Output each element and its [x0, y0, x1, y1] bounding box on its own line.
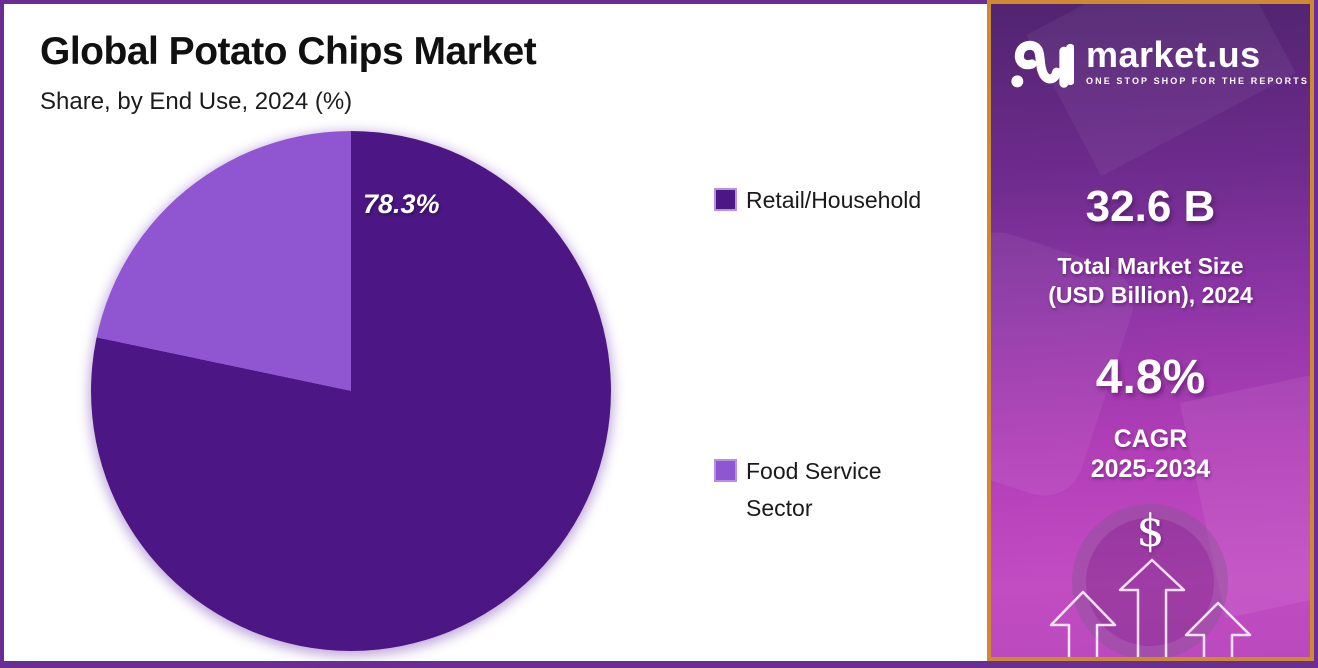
legend-swatch-food-service-sector	[714, 459, 737, 482]
market-us-logo-icon	[1011, 40, 1074, 88]
brand-text-block: market.us ONE STOP SHOP FOR THE REPORTS	[1086, 34, 1309, 87]
chart-title: Global Potato Chips Market	[40, 30, 537, 73]
brand-tagline: ONE STOP SHOP FOR THE REPORTS	[1086, 76, 1309, 86]
dollar-sign-icon: $	[1136, 506, 1165, 557]
legend-label-retail-household: Retail/Household	[746, 187, 922, 213]
total-market-size-label: Total Market Size (USD Billion), 2024	[991, 252, 1310, 310]
chart-legend: Retail/Household Food Service Sector	[714, 4, 976, 661]
total-market-size-label-line1: Total Market Size	[1057, 253, 1244, 279]
chart-panel: Global Potato Chips Market Share, by End…	[4, 4, 987, 661]
total-market-size-label-line2: (USD Billion), 2024	[1048, 282, 1253, 308]
cagr-label-line1: CAGR	[1113, 425, 1188, 453]
cagr-label: CAGR 2025-2034	[991, 424, 1310, 484]
growth-arrows-icon	[1049, 558, 1252, 657]
brand-name: market.us	[1086, 34, 1261, 75]
legend-label-food-service-sector: Food Service Sector	[746, 458, 882, 521]
total-market-size-value: 32.6 B	[1085, 182, 1216, 231]
cagr-value: 4.8%	[1095, 351, 1206, 404]
pie-chart: 78.3%	[91, 131, 611, 651]
chart-subtitle: Share, by End Use, 2024 (%)	[40, 88, 353, 115]
legend-item-food-service-sector: Food Service Sector	[714, 453, 916, 527]
cagr-label-line2: 2025-2034	[1090, 455, 1211, 483]
pie-slice-data-label: 78.3%	[363, 189, 440, 219]
brand-sidebar: market.us ONE STOP SHOP FOR THE REPORTS …	[987, 0, 1314, 661]
legend-item-retail-household: Retail/Household	[714, 182, 922, 219]
legend-swatch-retail-household	[714, 188, 737, 211]
brand-logo: market.us ONE STOP SHOP FOR THE REPORTS	[1010, 35, 1309, 93]
